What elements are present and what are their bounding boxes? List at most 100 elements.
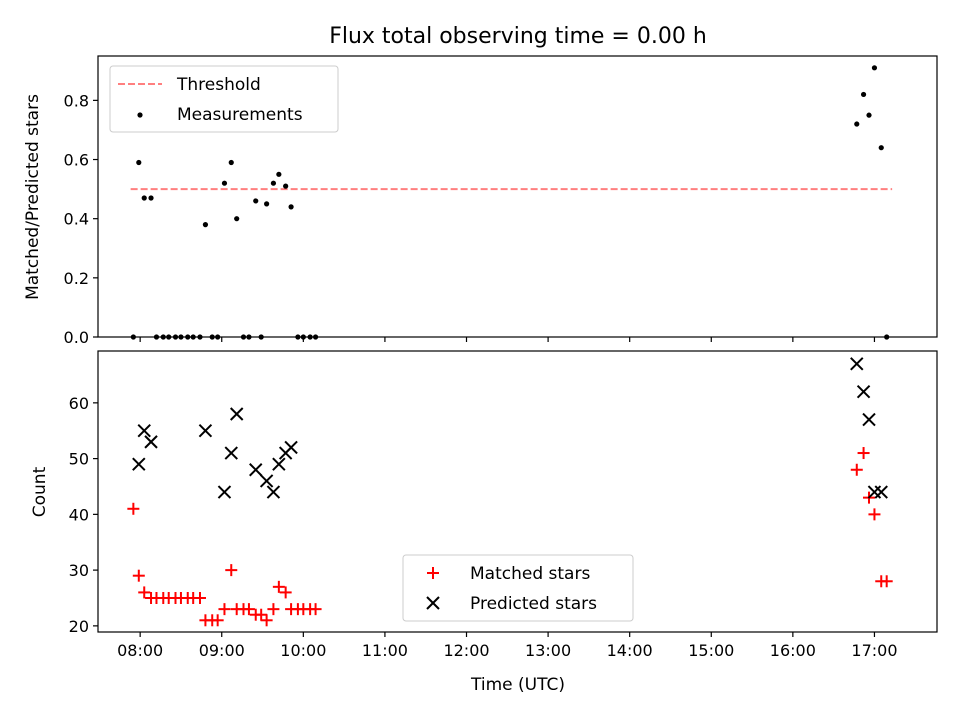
measurement-point [130,334,136,340]
y-tick-label: 60 [69,394,89,413]
matched-stars-point [850,463,863,476]
predicted-stars-point [856,384,871,399]
matched-stars-point [880,575,893,588]
x-tick-label: 16:00 [770,641,816,660]
y-tick-label: 40 [69,505,89,524]
predicted-stars-point [137,424,151,438]
x-tick-label: 09:00 [199,641,245,660]
predicted-stars-point [144,435,158,449]
measurement-point [202,222,209,228]
matched-stars-point [279,586,292,599]
x-tick-label: 17:00 [851,641,897,660]
bottom-plot-frame [97,350,938,633]
measurement-point [283,183,289,189]
matched-stars-point [211,614,224,627]
matched-stars-point [255,608,268,621]
y-tick-label: 0.0 [64,328,89,347]
measurement-point [141,195,147,201]
top-marks [130,65,893,340]
matched-stars-point [260,614,273,627]
y-tick-label: 0.8 [64,91,89,110]
x-tick-label: 14:00 [607,641,653,660]
measurement-point [871,65,878,71]
top-legend: Threshold Measurements [109,65,339,133]
bottom-marks [127,357,893,627]
measurement-point [178,334,184,340]
measurement-point [884,334,890,340]
top-plot-area: 0.0 0.2 0.4 0.6 0.8 [64,55,938,347]
measurements-legend-label: Measurements [177,105,303,125]
measurement-point [240,334,247,340]
predicted-stars-point [224,446,238,460]
measurement-point [185,334,191,340]
y-tick-label: 20 [69,617,89,636]
x-tick-label: 10:00 [280,641,326,660]
matched-stars-point [218,603,231,616]
measurement-point [866,112,872,118]
x-tick-label: 08:00 [117,641,163,660]
top-plot-frame [97,55,938,338]
y-tick-label: 0.6 [64,151,89,170]
measurement-point [860,91,867,98]
x-tick-label: 11:00 [362,641,408,660]
predicted-legend-swatch [426,596,440,610]
measurement-point [270,180,277,186]
measurement-point [209,334,215,340]
matched-legend-label: Matched stars [470,564,590,584]
bottom-x-axis: 08:00 09:00 10:00 11:00 12:00 13:00 14:00 15:00… [117,632,898,660]
measurement-point [300,334,306,340]
top-y-axis-label: Matched/Predicted stars [23,94,43,300]
top-legend-box [109,65,339,133]
matched-stars-point [242,603,255,616]
bottom-legend-box [402,554,634,622]
measurement-point [215,334,221,340]
measurement-point [166,334,172,340]
measurement-point [258,334,264,340]
predicted-stars-point [850,357,864,371]
matched-stars-point [132,569,145,582]
measurement-point [160,334,166,340]
matched-stars-point [138,586,151,599]
measurement-point [190,334,196,340]
matched-stars-point [309,603,322,616]
top-y-axis: 0.0 0.2 0.4 0.6 0.8 [64,91,98,347]
matched-legend-swatch [427,567,439,579]
predicted-stars-point [266,485,281,499]
predicted-stars-point [284,440,298,455]
x-tick-label: 13:00 [525,641,571,660]
y-tick-label: 30 [69,561,89,580]
predicted-stars-point [874,485,888,499]
measurement-point [854,121,860,127]
measurement-point [878,145,884,151]
measurement-point [221,180,228,186]
measurement-point [153,334,160,340]
matched-stars-point [127,502,140,515]
bottom-y-axis: 20 30 40 50 60 [69,394,98,636]
matched-stars-point [267,603,280,616]
x-tick-label: 15:00 [688,641,734,660]
measurement-point [253,198,259,204]
predicted-stars-point [198,424,213,438]
predicted-stars-point [272,457,286,471]
threshold-legend-label: Threshold [176,75,261,95]
matched-stars-point [225,564,238,577]
predicted-stars-point [132,457,146,471]
measurement-point [197,334,203,340]
measurement-point [307,334,313,340]
predicted-stars-point [259,474,274,488]
matched-stars-point [868,508,881,521]
measurement-point [148,195,154,201]
measurement-point [288,204,294,210]
measurement-point [312,334,319,340]
matched-stars-point [272,580,285,593]
measurement-point [246,334,252,340]
measurement-point [228,159,234,166]
predicted-stars-point [229,407,244,421]
matched-stars-point [857,447,870,460]
predicted-stars-point [217,485,232,499]
x-tick-label: 12:00 [443,641,489,660]
matched-stars-point [193,591,206,604]
predicted-stars-point [862,412,876,427]
bottom-y-axis-label: Count [30,466,50,517]
